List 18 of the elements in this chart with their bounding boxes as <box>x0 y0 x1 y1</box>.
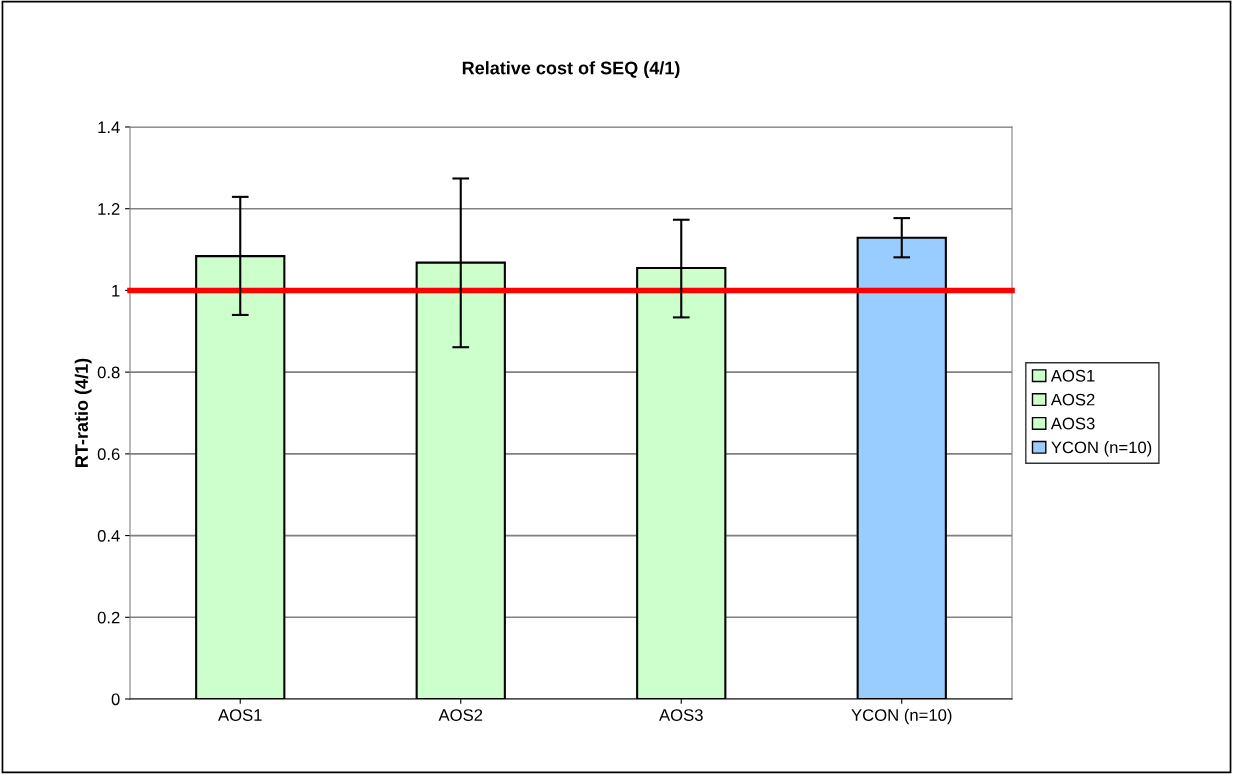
y-tick-label: 0.2 <box>97 611 120 624</box>
y-axis-title: RT-ratio (4/1) <box>74 358 92 467</box>
y-tick-label: 1.2 <box>98 203 120 215</box>
y-tick-label: 1 <box>112 285 120 297</box>
y-tick-label: 0.8 <box>97 366 120 379</box>
legend-label: AOS2 <box>1050 393 1095 406</box>
x-tick-label: AOS3 <box>659 709 703 721</box>
legend-label: AOS3 <box>1050 417 1095 430</box>
y-tick-label: 1.4 <box>98 121 120 134</box>
legend-label: YCON (n=10) <box>1051 441 1152 457</box>
legend-label: AOS1 <box>1050 369 1095 382</box>
chart-title: Relative cost of SEQ (4/1) <box>462 61 680 78</box>
x-tick-label: AOS1 <box>218 709 262 721</box>
x-tick-label: YCON (n=10) <box>851 708 952 725</box>
x-tick-label: AOS2 <box>438 709 483 721</box>
y-tick-label: 0 <box>111 693 120 706</box>
y-tick-label: 0.6 <box>97 448 120 461</box>
y-tick-label: 0.4 <box>97 529 120 542</box>
